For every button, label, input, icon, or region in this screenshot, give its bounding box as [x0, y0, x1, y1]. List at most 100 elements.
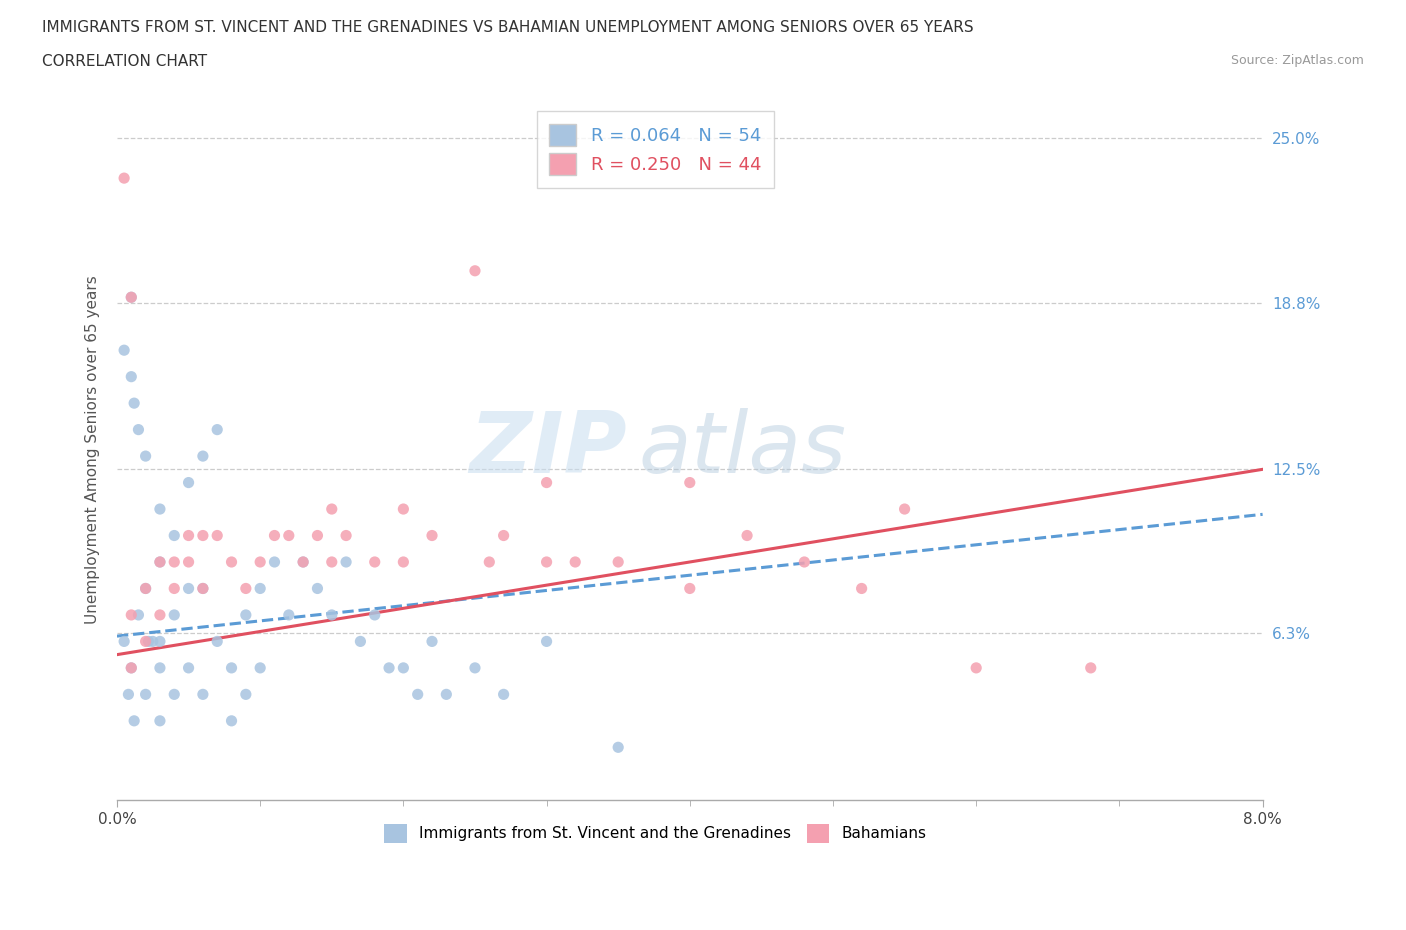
Point — [149, 634, 172, 649]
Point — [149, 554, 172, 569]
Point — [177, 554, 200, 569]
Point — [364, 607, 387, 622]
Point — [138, 634, 160, 649]
Point — [263, 554, 285, 569]
Point — [406, 687, 429, 702]
Point — [177, 660, 200, 675]
Point — [120, 290, 142, 305]
Point — [420, 528, 443, 543]
Point — [163, 554, 186, 569]
Point — [177, 475, 200, 490]
Point — [163, 687, 186, 702]
Point — [149, 660, 172, 675]
Point — [492, 687, 515, 702]
Point — [149, 713, 172, 728]
Point — [464, 263, 486, 278]
Point — [263, 528, 285, 543]
Point — [191, 448, 214, 463]
Point — [205, 634, 228, 649]
Point — [221, 713, 243, 728]
Point — [221, 554, 243, 569]
Point — [191, 581, 214, 596]
Point — [249, 581, 271, 596]
Point — [536, 554, 558, 569]
Point — [1080, 660, 1102, 675]
Point — [292, 554, 315, 569]
Point — [364, 554, 387, 569]
Point — [321, 501, 343, 516]
Point — [122, 713, 145, 728]
Point — [607, 554, 630, 569]
Point — [307, 528, 329, 543]
Point — [191, 528, 214, 543]
Point — [392, 554, 415, 569]
Point — [235, 607, 257, 622]
Point — [564, 554, 586, 569]
Point — [735, 528, 758, 543]
Legend: Immigrants from St. Vincent and the Grenadines, Bahamians: Immigrants from St. Vincent and the Gren… — [378, 817, 932, 849]
Text: ZIP: ZIP — [470, 408, 627, 491]
Point — [277, 607, 299, 622]
Point — [392, 660, 415, 675]
Point — [117, 687, 139, 702]
Point — [135, 448, 157, 463]
Point — [191, 581, 214, 596]
Point — [120, 290, 142, 305]
Point — [127, 607, 149, 622]
Point — [163, 528, 186, 543]
Point — [142, 634, 165, 649]
Point — [163, 607, 186, 622]
Point — [607, 740, 630, 755]
Point — [122, 395, 145, 410]
Y-axis label: Unemployment Among Seniors over 65 years: Unemployment Among Seniors over 65 years — [86, 275, 100, 624]
Point — [112, 171, 135, 186]
Point — [163, 581, 186, 596]
Point — [536, 475, 558, 490]
Point — [536, 634, 558, 649]
Point — [478, 554, 501, 569]
Point — [378, 660, 401, 675]
Point — [292, 554, 315, 569]
Point — [135, 687, 157, 702]
Point — [335, 528, 357, 543]
Point — [349, 634, 371, 649]
Point — [392, 501, 415, 516]
Point — [177, 528, 200, 543]
Point — [235, 581, 257, 596]
Text: CORRELATION CHART: CORRELATION CHART — [42, 54, 207, 69]
Point — [893, 501, 915, 516]
Point — [679, 475, 702, 490]
Point — [434, 687, 457, 702]
Point — [420, 634, 443, 649]
Point — [335, 554, 357, 569]
Point — [149, 554, 172, 569]
Point — [120, 607, 142, 622]
Point — [177, 581, 200, 596]
Point — [793, 554, 815, 569]
Point — [492, 528, 515, 543]
Point — [307, 581, 329, 596]
Point — [249, 660, 271, 675]
Point — [235, 687, 257, 702]
Point — [120, 660, 142, 675]
Point — [205, 422, 228, 437]
Point — [221, 660, 243, 675]
Point — [205, 528, 228, 543]
Point — [191, 687, 214, 702]
Point — [321, 554, 343, 569]
Point — [127, 422, 149, 437]
Point — [120, 660, 142, 675]
Point — [112, 343, 135, 358]
Point — [149, 607, 172, 622]
Point — [135, 634, 157, 649]
Point — [135, 581, 157, 596]
Point — [112, 634, 135, 649]
Point — [321, 607, 343, 622]
Point — [120, 369, 142, 384]
Point — [965, 660, 987, 675]
Text: Source: ZipAtlas.com: Source: ZipAtlas.com — [1230, 54, 1364, 67]
Point — [679, 581, 702, 596]
Point — [149, 501, 172, 516]
Point — [135, 581, 157, 596]
Point — [249, 554, 271, 569]
